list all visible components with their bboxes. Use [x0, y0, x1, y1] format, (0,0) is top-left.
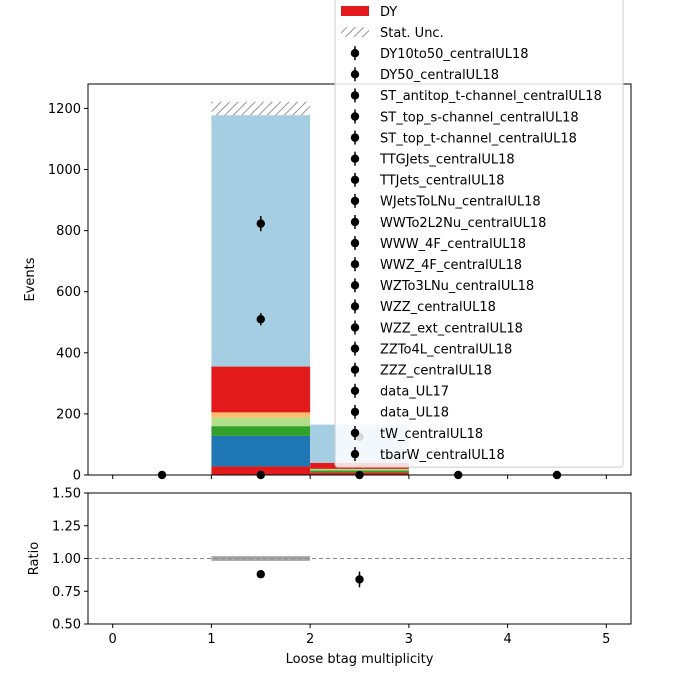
legend-marker — [350, 133, 360, 142]
stack-segment — [211, 466, 311, 475]
ratio-plot: 0 1 2 3 4 5 0.50 0.75 1.00 1.25 1.50 Ratio Loose b… — [27, 487, 632, 667]
legend-label: DY10to50_centralUL18 — [380, 47, 529, 62]
y-tick-label: 0.50 — [52, 618, 81, 633]
x-tick-label: 4 — [503, 632, 511, 647]
legend-marker — [350, 323, 360, 332]
legend-label: tbarW_centralUL18 — [380, 448, 505, 463]
legend-label: data_UL17 — [380, 385, 449, 400]
legend-marker — [350, 449, 360, 459]
legend-label: TTGJets_centralUL18 — [379, 153, 515, 168]
legend-label: ST_top_s-channel_centralUL18 — [380, 110, 579, 125]
ratio-y-axis-label: Ratio — [27, 542, 42, 575]
main-axis-ticks: 0 200 400 600 800 1000 1200 — [48, 102, 607, 484]
x-tick-label: 3 — [405, 632, 413, 647]
legend-swatch-unc — [341, 27, 369, 38]
stack-segment — [211, 417, 311, 427]
y-axis-label: Events — [23, 257, 38, 301]
stack-segment — [211, 366, 311, 413]
y-tick-label: 600 — [56, 285, 81, 300]
legend-label: DY — [380, 5, 397, 20]
legend-marker — [350, 238, 360, 248]
x-tick-label: 1 — [207, 632, 215, 647]
ratio-point — [355, 575, 364, 584]
legend-label: ZZTo4L_centralUL18 — [380, 342, 512, 357]
y-tick-label: 400 — [56, 346, 81, 361]
legend-marker — [350, 196, 360, 206]
x-tick-label: 5 — [602, 632, 610, 647]
y-tick-label: 0 — [73, 469, 81, 484]
legend-marker — [350, 302, 360, 311]
x-tick-label: 0 — [109, 632, 117, 647]
legend-marker — [350, 154, 360, 163]
legend-marker — [350, 365, 360, 374]
legend-label: WWTo2L2Nu_centralUL18 — [380, 216, 546, 231]
y-tick-label: 800 — [56, 224, 81, 239]
ratio-axis-ticks: 0 1 2 3 4 5 0.50 0.75 1.00 1.25 1.50 — [52, 487, 610, 648]
legend-label: WZTo3LNu_centralUL18 — [380, 279, 534, 294]
legend-label: ZZZ_centralUL18 — [380, 364, 492, 379]
legend-label: ST_antitop_t-channel_centralUL18 — [380, 89, 602, 104]
x-axis-label: Loose btag multiplicity — [286, 652, 434, 667]
legend-marker — [350, 217, 360, 227]
legend-marker — [350, 91, 360, 100]
stack-segment — [211, 115, 311, 367]
legend-box — [334, 0, 624, 468]
legend-marker — [350, 428, 360, 438]
ratio-unc-band — [211, 556, 311, 561]
y-tick-label: 1.25 — [52, 519, 81, 534]
y-tick-label: 1200 — [48, 102, 81, 117]
data-point — [256, 219, 265, 228]
legend-marker — [350, 112, 360, 121]
legend: DY Stat. Unc. DY10to50_centralUL18 DY50_cen… — [334, 0, 624, 468]
y-tick-label: 1.50 — [52, 487, 81, 502]
stack-segment — [211, 426, 311, 436]
ratio-content — [88, 556, 631, 588]
legend-label: Stat. Unc. — [380, 26, 444, 41]
legend-marker — [350, 344, 360, 353]
legend-marker — [350, 407, 360, 417]
legend-label: tW_centralUL18 — [380, 427, 483, 442]
legend-label: data_UL18 — [380, 406, 449, 421]
ratio-plot-frame — [87, 492, 632, 625]
legend-label: WJetsToLNu_centralUL18 — [380, 195, 541, 210]
legend-marker — [350, 49, 360, 58]
stack-segment — [211, 435, 311, 467]
stack-segment — [211, 412, 311, 418]
legend-label: WWW_4F_centralUL18 — [380, 237, 526, 252]
legend-label: WZZ_ext_centralUL18 — [380, 321, 523, 336]
stat-unc-band — [211, 101, 311, 116]
legend-marker — [350, 70, 360, 79]
data-point — [256, 315, 265, 324]
legend-label: WZZ_centralUL18 — [380, 300, 496, 315]
stack-segment — [310, 468, 409, 471]
legend-label: TTJets_centralUL18 — [379, 174, 505, 189]
ratio-point — [256, 570, 265, 579]
y-tick-label: 200 — [56, 407, 81, 422]
main-histogram: 0 200 400 600 800 1000 1200 Events — [23, 83, 632, 484]
legend-swatch-dy — [341, 6, 369, 16]
legend-label: WWZ_4F_centralUL18 — [380, 258, 522, 273]
legend-marker — [350, 260, 360, 269]
legend-marker — [350, 175, 360, 184]
x-tick-label: 2 — [306, 632, 314, 647]
legend-label: ST_top_t-channel_centralUL18 — [380, 131, 577, 146]
y-tick-label: 1000 — [48, 163, 81, 178]
legend-label: DY50_centralUL18 — [380, 68, 499, 83]
legend-marker — [350, 281, 360, 290]
legend-marker — [350, 386, 360, 395]
y-tick-label: 0.75 — [52, 585, 81, 600]
y-tick-label: 1.00 — [52, 552, 81, 567]
